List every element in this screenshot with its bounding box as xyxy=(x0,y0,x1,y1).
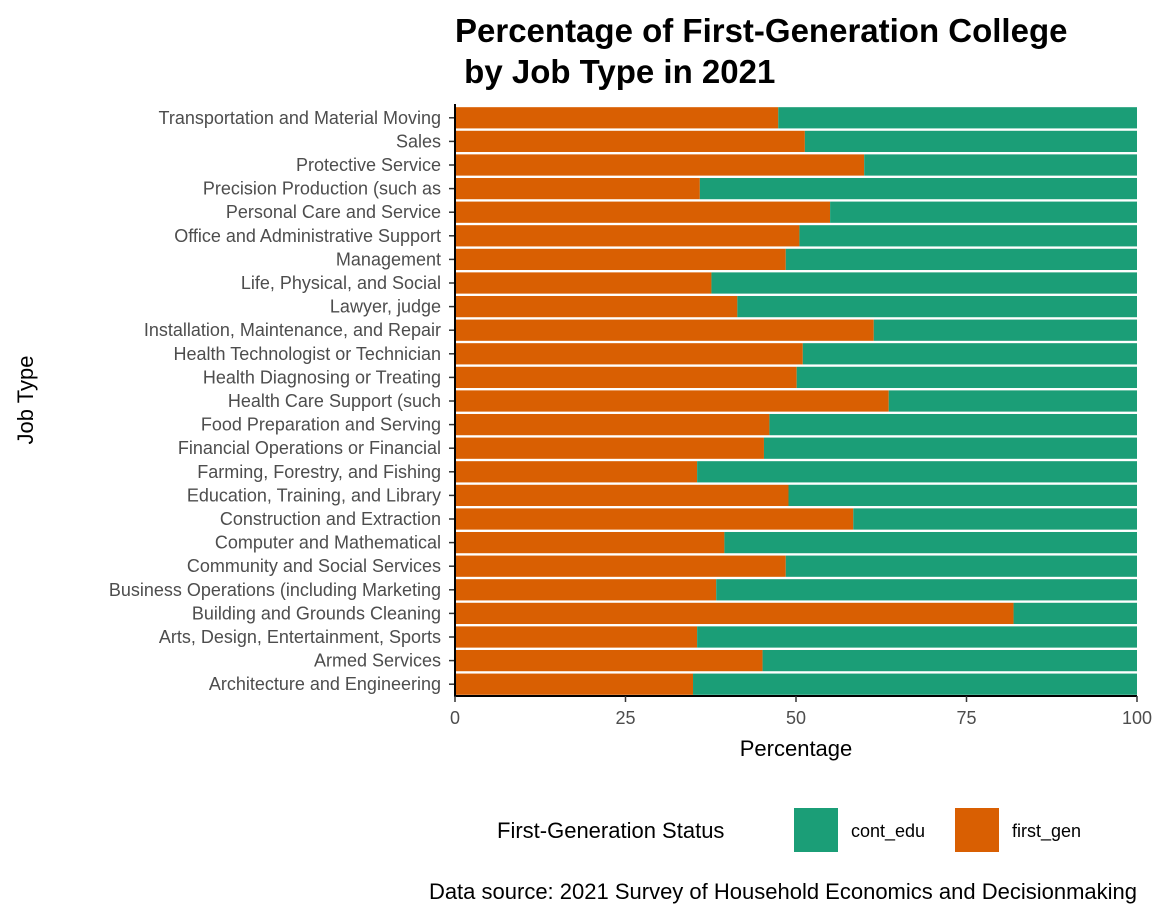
legend-label-cont-edu: cont_edu xyxy=(851,821,925,842)
legend-label-first-gen: first_gen xyxy=(1012,821,1081,842)
bar-first_gen-farming-forestry-and-fishing xyxy=(455,461,698,483)
bar-first_gen-precision-production-such-as xyxy=(455,177,700,200)
category-label: Office and Administrative Support xyxy=(174,226,441,246)
data-source-caption: Data source: 2021 Survey of Household Ec… xyxy=(429,879,1137,904)
legend-title: First-Generation Status xyxy=(497,818,724,843)
category-label: Building and Grounds Cleaning xyxy=(192,603,441,623)
bar-cont_edu-transportation-and-material-moving xyxy=(778,107,1137,129)
bar-first_gen-arts-design-entertainment-sports xyxy=(455,626,698,648)
bar-first_gen-office-and-administrative-support xyxy=(455,225,800,247)
category-label: Management xyxy=(336,249,441,269)
category-label: Personal Care and Service xyxy=(226,202,441,222)
bar-cont_edu-precision-production-such-as xyxy=(699,177,1137,200)
bar-cont_edu-life-physical-and-social xyxy=(711,272,1137,294)
category-label: Health Diagnosing or Treating xyxy=(203,367,441,387)
bar-first_gen-building-and-grounds-cleaning xyxy=(455,602,1014,625)
y-axis-title: Job Type xyxy=(13,356,38,445)
category-label: Precision Production (such as xyxy=(203,179,441,199)
category-label: Food Preparation and Serving xyxy=(201,415,441,435)
bar-cont_edu-lawyer-judge xyxy=(737,295,1137,318)
category-label: Computer and Mathematical xyxy=(215,533,441,553)
category-label: Health Care Support (such xyxy=(228,391,441,411)
category-label: Armed Services xyxy=(314,651,441,671)
x-tick-label: 50 xyxy=(786,708,806,728)
legend-swatch-first-gen xyxy=(955,808,999,852)
bar-cont_edu-protective-service xyxy=(864,154,1137,176)
category-label: Life, Physical, and Social xyxy=(241,273,441,293)
category-label: Transportation and Material Moving xyxy=(159,108,441,128)
bar-first_gen-computer-and-mathematical xyxy=(455,531,725,554)
bar-cont_edu-computer-and-mathematical xyxy=(724,531,1137,554)
x-tick-label: 75 xyxy=(956,708,976,728)
bar-first_gen-health-care-support-such xyxy=(455,390,889,412)
bar-cont_edu-business-operations-including-marketing xyxy=(716,579,1137,601)
category-label: Sales xyxy=(396,131,441,151)
bar-cont_edu-personal-care-and-service xyxy=(830,201,1137,223)
bar-first_gen-armed-services xyxy=(455,649,763,672)
category-label: Education, Training, and Library xyxy=(187,485,441,505)
category-label: Construction and Extraction xyxy=(220,509,441,529)
legend-swatch-cont-edu xyxy=(794,808,838,852)
x-tick-label: 0 xyxy=(450,708,460,728)
bar-cont_edu-armed-services xyxy=(762,649,1137,672)
category-label: Installation, Maintenance, and Repair xyxy=(144,320,441,340)
bar-cont_edu-health-technologist-or-technician xyxy=(802,343,1137,365)
bar-first_gen-financial-operations-or-financial xyxy=(455,437,764,459)
bar-cont_edu-food-preparation-and-serving xyxy=(769,413,1137,436)
bar-cont_edu-financial-operations-or-financial xyxy=(763,437,1137,459)
bar-cont_edu-office-and-administrative-support xyxy=(799,225,1137,247)
bar-cont_edu-arts-design-entertainment-sports xyxy=(697,626,1137,648)
bar-first_gen-protective-service xyxy=(455,154,865,176)
bar-cont_edu-architecture-and-engineering xyxy=(693,673,1137,695)
bar-cont_edu-health-diagnosing-or-treating xyxy=(796,366,1137,389)
category-label: Community and Social Services xyxy=(187,556,441,576)
category-label: Farming, Forestry, and Fishing xyxy=(197,462,441,482)
bar-first_gen-business-operations-including-marketing xyxy=(455,579,717,601)
bar-cont_edu-building-and-grounds-cleaning xyxy=(1013,602,1137,625)
bar-first_gen-personal-care-and-service xyxy=(455,201,831,223)
bar-first_gen-sales xyxy=(455,130,805,153)
legend: First-Generation Status cont_edu first_g… xyxy=(497,808,1081,852)
bar-cont_edu-construction-and-extraction xyxy=(853,508,1137,530)
category-label: Health Technologist or Technician xyxy=(173,344,441,364)
bar-first_gen-health-diagnosing-or-treating xyxy=(455,366,797,389)
category-label: Arts, Design, Entertainment, Sports xyxy=(159,627,441,647)
x-tick-label: 25 xyxy=(615,708,635,728)
x-axis-title: Percentage xyxy=(740,736,853,761)
x-axis-ticks: 0 25 50 75 100 xyxy=(450,696,1152,728)
category-label: Protective Service xyxy=(296,155,441,175)
bars-group xyxy=(455,107,1137,695)
category-label: Financial Operations or Financial xyxy=(178,438,441,458)
bar-first_gen-architecture-and-engineering xyxy=(455,673,694,695)
bar-cont_edu-installation-maintenance-and-repair xyxy=(873,319,1137,341)
category-label: Lawyer, judge xyxy=(330,297,441,317)
bar-first_gen-education-training-and-library xyxy=(455,484,789,507)
bar-first_gen-management xyxy=(455,248,786,271)
bar-cont_edu-health-care-support-such xyxy=(888,390,1137,412)
bar-first_gen-life-physical-and-social xyxy=(455,272,712,294)
bar-cont_edu-sales xyxy=(804,130,1137,153)
category-label: Architecture and Engineering xyxy=(209,674,441,694)
category-labels: Transportation and Material Moving Sales P… xyxy=(109,108,455,694)
bar-first_gen-food-preparation-and-serving xyxy=(455,413,770,436)
bar-cont_edu-community-and-social-services xyxy=(785,555,1137,577)
bar-first_gen-construction-and-extraction xyxy=(455,508,854,530)
x-tick-label: 100 xyxy=(1122,708,1152,728)
bar-cont_edu-education-training-and-library xyxy=(788,484,1137,507)
bar-cont_edu-management xyxy=(785,248,1137,271)
chart-title-line-2: by Job Type in 2021 xyxy=(455,53,775,90)
category-label: Business Operations (including Marketing xyxy=(109,580,441,600)
bar-first_gen-installation-maintenance-and-repair xyxy=(455,319,874,341)
bar-first_gen-lawyer-judge xyxy=(455,295,738,318)
bar-cont_edu-farming-forestry-and-fishing xyxy=(697,461,1137,483)
bar-first_gen-community-and-social-services xyxy=(455,555,786,577)
chart-title-line-1: Percentage of First-Generation College xyxy=(455,12,1067,49)
bar-first_gen-transportation-and-material-moving xyxy=(455,107,779,129)
bar-first_gen-health-technologist-or-technician xyxy=(455,343,803,365)
